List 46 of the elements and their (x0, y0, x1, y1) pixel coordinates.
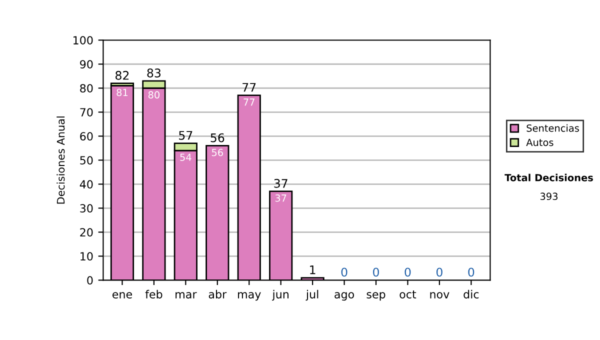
x-tick-label: dic (464, 290, 479, 298)
x-tick-label: ago (334, 292, 354, 301)
x-tick-label: abr (208, 290, 227, 298)
total-label: 82 (116, 70, 129, 80)
total-label: 77 (242, 83, 256, 92)
x-tick-label: may (238, 292, 261, 301)
y-tick-label: 90 (80, 60, 93, 69)
y-tick-label: 100 (73, 36, 93, 44)
x-tick-label: sep (366, 292, 386, 301)
y-tick-label: 40 (80, 180, 93, 189)
total-label: 0 (373, 268, 379, 277)
y-tick-label: 30 (80, 204, 93, 213)
x-tick-label: feb (145, 290, 162, 298)
y-tick-label: 10 (80, 252, 93, 261)
y-tick-label: 0 (87, 276, 93, 285)
data-label: 56 (212, 148, 223, 156)
text: Total Decisiones (504, 174, 593, 182)
legend-label: Autos (526, 138, 554, 146)
total-label: 0 (436, 268, 442, 277)
data-label: 81 (116, 88, 128, 96)
data-label: 54 (180, 154, 192, 161)
y-tick-label: 60 (80, 132, 93, 141)
x-tick-label: mar (176, 292, 197, 298)
y-tick-label: 70 (80, 108, 93, 117)
x-tick-label: ene (112, 292, 132, 298)
x-tick-label: jul (306, 290, 318, 301)
total-label: 0 (404, 268, 411, 277)
x-tick-label: nov (430, 292, 450, 298)
y-tick-label: 50 (80, 156, 93, 165)
total-label: 83 (147, 68, 161, 78)
x-tick-label: jun (272, 290, 288, 301)
x-tick-label: oct (400, 290, 416, 298)
y-tick-label: 80 (80, 84, 93, 93)
y-axis-title: Decisiones Anual (56, 116, 65, 204)
data-label: 80 (148, 91, 160, 99)
total-label: 56 (210, 133, 224, 142)
total-label: 57 (179, 131, 192, 140)
total-label: 0 (341, 268, 348, 277)
total-label: 0 (468, 268, 474, 277)
text: 393 (540, 192, 558, 200)
legend-label: Sentencias (526, 124, 579, 132)
data-label: 37 (275, 194, 286, 202)
y-tick-label: 20 (80, 228, 93, 237)
total-label: 37 (274, 178, 288, 188)
data-label: 77 (244, 98, 254, 106)
total-label: 1 (310, 265, 316, 274)
